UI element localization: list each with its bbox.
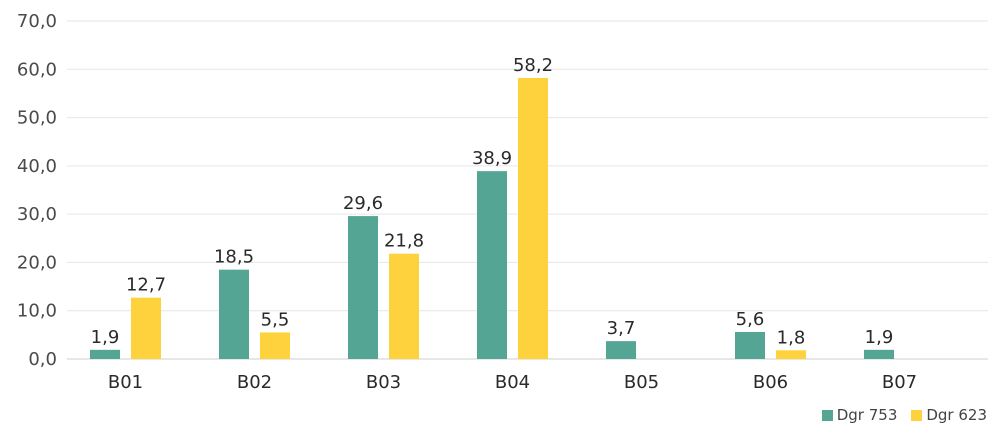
legend: Dgr 753 Dgr 623 [821,406,987,424]
legend-item-series-2: Dgr 623 [911,406,987,424]
y-tick-label: 10,0 [17,301,57,322]
y-tick-label: 40,0 [17,156,57,177]
legend-label-series-1: Dgr 753 [836,406,898,424]
data-label: 18,5 [214,247,254,268]
legend-swatch-series-1 [821,409,833,421]
y-tick-label: 70,0 [17,11,57,32]
bar-b04-series-1 [477,171,507,359]
x-tick-label: B05 [624,372,659,393]
bar-b04-series-2 [518,77,548,359]
bar-b06-series-1 [735,331,765,359]
bar-b03-series-2 [389,253,419,359]
x-tick-label: B04 [495,372,530,393]
y-axis: 0,0 10,0 20,0 30,0 40,0 50,0 60,0 70,0 [17,11,57,370]
legend-item-series-1: Dgr 753 [821,406,898,424]
x-tick-label: B07 [882,372,917,393]
data-label: 1,8 [777,327,806,348]
legend-label-series-2: Dgr 623 [926,406,987,424]
x-axis: B01 B02 B03 B04 B05 B06 B07 [108,372,917,393]
data-label: 5,5 [261,309,290,330]
data-label: 3,7 [607,318,636,339]
y-tick-label: 50,0 [17,108,57,129]
y-tick-label: 60,0 [17,59,57,80]
x-tick-label: B06 [753,372,788,393]
bar-b02-series-1 [219,269,249,359]
bar-b02-series-2 [260,332,290,359]
x-tick-label: B01 [108,372,143,393]
bars: 1,9 12,7 18,5 5,5 29,621,8 38,9 58,2 3,7 5,6 1,8 1… [90,55,894,359]
data-label: 12,7 [126,275,166,296]
data-label: 1,9 [865,327,894,348]
bar-b05-series-1 [606,341,636,359]
bar-b03-series-1 [348,216,378,359]
bar-b07-series-1 [864,349,894,359]
legend-swatch-series-2 [911,409,923,421]
bar-b01-series-1 [90,349,120,359]
y-tick-label: 0,0 [28,349,57,370]
x-tick-label: B02 [237,372,272,393]
data-label: 1,9 [91,327,120,348]
data-label: 58,2 [513,55,553,76]
data-label: 21,8 [384,231,424,252]
bar-chart: 0,010,020,030,040,050,060,070,0 1,912,71… [17,11,988,393]
data-label: 38,9 [472,148,512,169]
data-label: 29,6 [343,193,383,214]
bar-b01-series-2 [131,297,161,359]
y-tick-label: 30,0 [17,204,57,225]
x-tick-label: B03 [366,372,401,393]
y-tick-label: 20,0 [17,252,57,273]
data-label: 5,6 [736,309,765,330]
bar-b06-series-2 [776,350,806,359]
